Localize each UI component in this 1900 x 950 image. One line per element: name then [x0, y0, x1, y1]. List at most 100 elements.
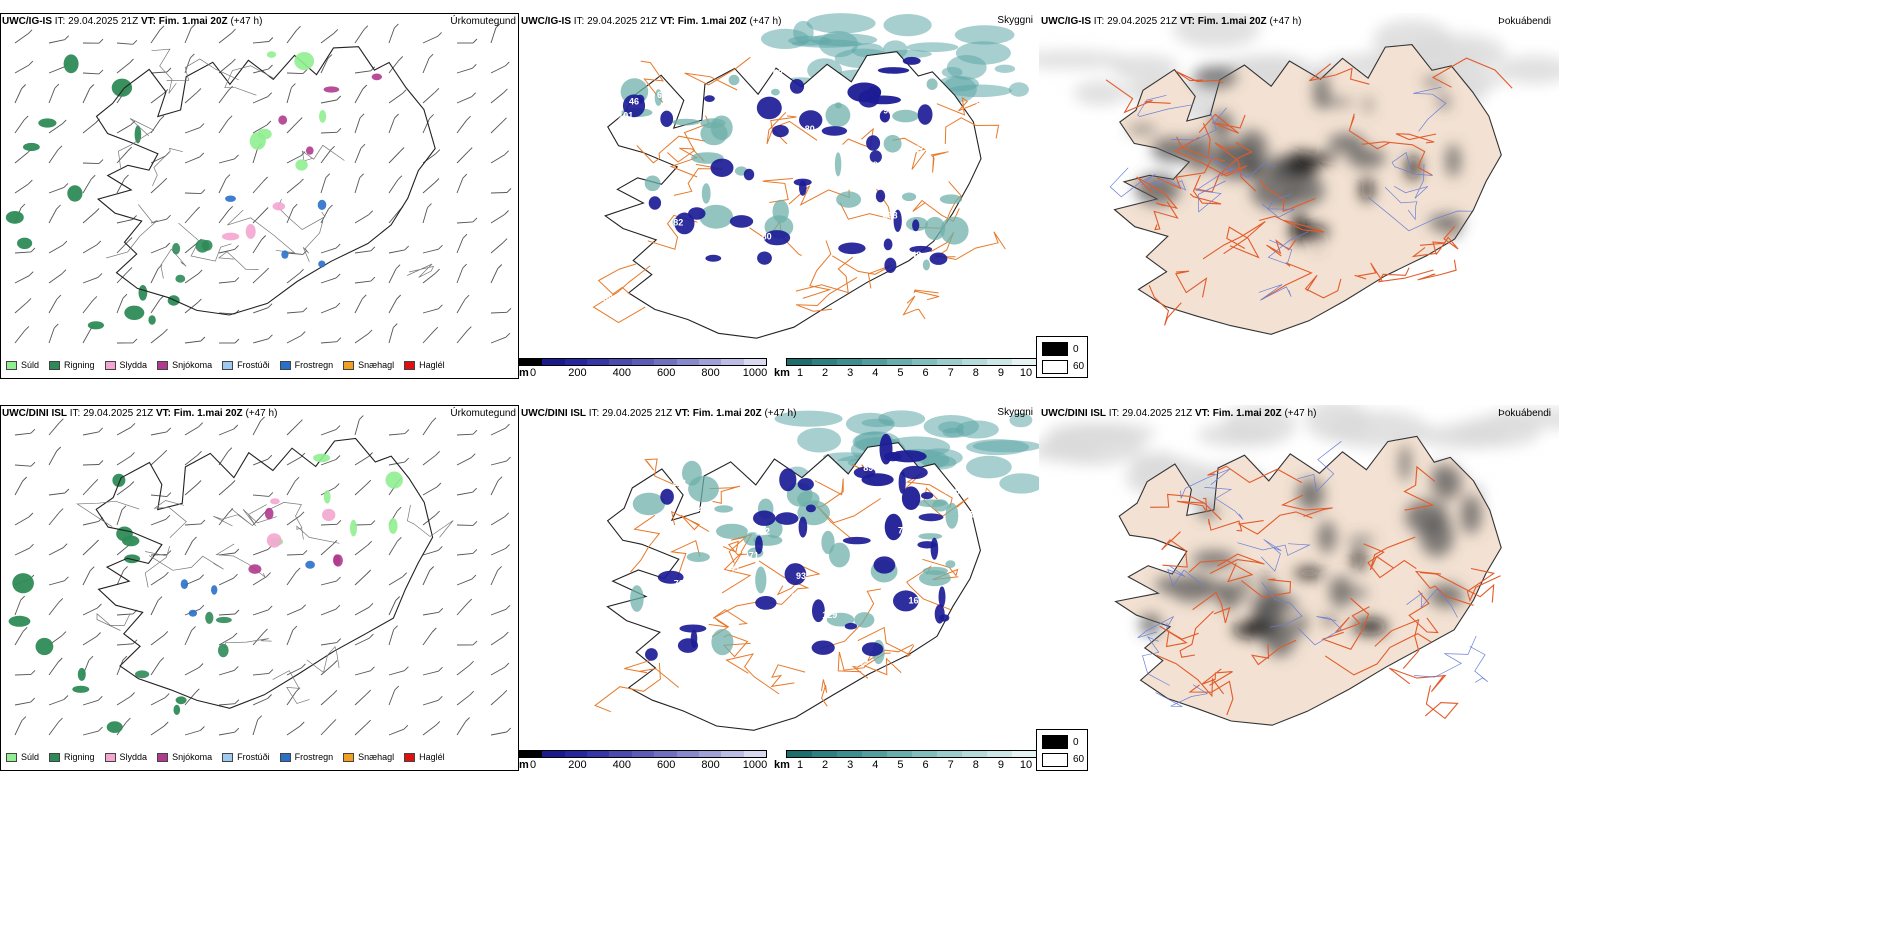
wind-barb [354, 723, 368, 736]
fog-haze [1039, 440, 1100, 462]
wind-barb [456, 433, 474, 436]
field-blob [318, 260, 326, 268]
road-line [1374, 618, 1420, 669]
vt-label: VT: [674, 408, 690, 419]
field-blob [714, 505, 734, 513]
wind-barb [184, 454, 198, 466]
wind-barb [116, 509, 123, 526]
wind-barb-flag [299, 511, 305, 517]
wind-barb-flag [56, 204, 61, 210]
field-blob [173, 704, 181, 715]
colorbar-cell [787, 751, 812, 757]
field-blob [295, 159, 308, 171]
road-line [1391, 152, 1433, 176]
wind-barb-flag [64, 488, 70, 494]
wind-barb [184, 156, 200, 164]
wind-barb [490, 608, 507, 616]
wind-barb [354, 70, 371, 74]
legend-item: Snjókoma [157, 752, 212, 762]
wind-barb [422, 35, 438, 44]
legend-swatch [49, 360, 61, 370]
wind-barb [422, 207, 428, 224]
wind-barb-flag [166, 492, 172, 497]
wind-barb [218, 552, 235, 556]
road-line [1369, 536, 1416, 571]
legend-label: Rigning [64, 752, 95, 762]
wind-barb-flag [62, 543, 68, 549]
field-blob [1314, 243, 1321, 251]
wind-barb [490, 311, 508, 314]
model-name: UWC/IG-IS [521, 16, 571, 27]
wind-barb [490, 548, 506, 556]
wind-barb-flag [335, 273, 341, 279]
wind-barb-flag [227, 447, 233, 453]
wind-barb-flag [435, 268, 440, 274]
field-blob [704, 95, 715, 102]
visibility-colorbar-row2: km 1 2 3 4 5 6 7 8 9 10 [774, 750, 1039, 771]
wind-barb [320, 664, 334, 676]
wind-barb [116, 570, 125, 586]
field-blob [38, 118, 57, 128]
wind-barb-flag [263, 176, 268, 182]
field-blob [1193, 66, 1237, 89]
cloud-base-label: 111 [708, 656, 722, 666]
wind-barb [252, 576, 267, 586]
wind-barb [286, 691, 297, 706]
wind-barb-flag [291, 83, 296, 88]
wind-barb-flag [431, 417, 437, 423]
wind-barb-flag [266, 572, 271, 577]
wind-barb [184, 192, 202, 195]
wind-barb-flag [27, 179, 33, 185]
wind-barb [354, 670, 371, 676]
field-blob [763, 230, 791, 246]
wind-barb-flag [163, 328, 168, 334]
wind-barb-flag [58, 418, 64, 424]
wind-barb-flag [436, 482, 442, 488]
fog-legend-white [1042, 360, 1068, 374]
it-label: IT: [1093, 16, 1105, 27]
road-line [1176, 122, 1211, 159]
lead-time: (+47 h) [230, 16, 263, 27]
wind-barb [422, 699, 439, 706]
wind-barb [150, 518, 167, 526]
field-blob [281, 250, 289, 259]
wind-barb-flag [472, 487, 478, 493]
wind-barb-flag [467, 147, 473, 152]
wind-barb [48, 422, 60, 436]
field-blob [1352, 547, 1365, 571]
wind-barb [320, 149, 331, 164]
fog-panel-row2: UWC/DINI ISL IT: 29.04.2025 21Z VT: Fim.… [1039, 405, 1559, 771]
road-line [1420, 572, 1495, 603]
init-time: 29.04.2025 21Z [83, 408, 154, 419]
visibility-patch [966, 455, 1012, 479]
road-line [242, 504, 277, 527]
field-blob [278, 115, 288, 125]
wind-barb-flag [127, 237, 133, 242]
wind-barb [490, 336, 507, 344]
wind-barb-flag [234, 727, 240, 733]
field-blob [201, 240, 213, 251]
field-blob [865, 95, 901, 105]
road-line [1192, 591, 1231, 624]
wind-barb-flag [234, 154, 239, 160]
field-blob [17, 237, 33, 249]
field-blob [1186, 134, 1214, 172]
wind-barb-flag [336, 519, 342, 525]
colorbar-cell [1012, 359, 1037, 365]
wind-barb [422, 421, 433, 436]
field-blob [648, 196, 662, 210]
cloud-base-label: 67 [717, 93, 727, 103]
wind-barb-flag [299, 721, 305, 727]
wind-barb [150, 71, 168, 74]
colorbar-cell [520, 359, 543, 365]
field-blob [124, 554, 141, 564]
wind-barb-flag [335, 455, 341, 460]
wind-barb [252, 609, 269, 616]
wind-barb [388, 268, 397, 284]
wind-barb [252, 632, 264, 646]
field-blob [221, 232, 240, 241]
road-line [1259, 179, 1316, 212]
road-line [1431, 57, 1513, 89]
wind-barb-flag [394, 685, 400, 691]
fog-legend-bottom-label: 60 [1073, 754, 1085, 765]
